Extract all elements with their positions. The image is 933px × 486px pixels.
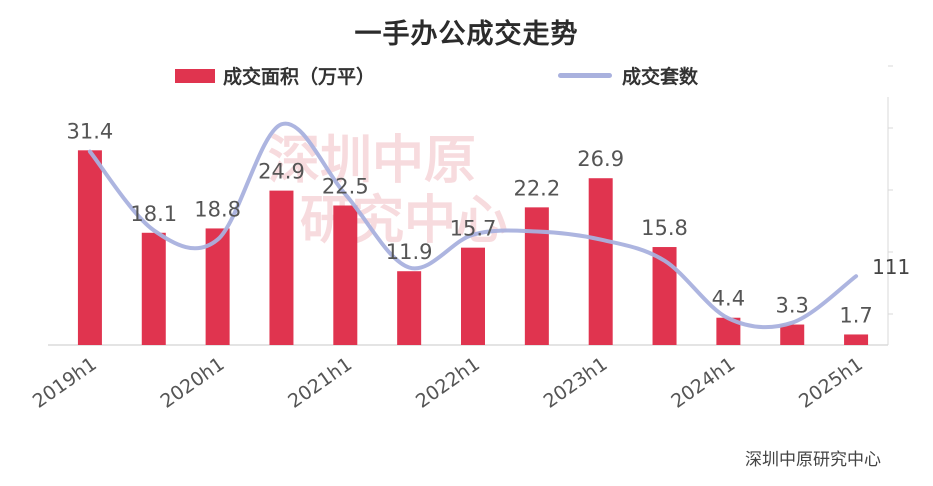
bar-2025h1 xyxy=(844,334,869,345)
line-end-label: 111 xyxy=(872,255,910,279)
data-label-2022h2: 22.2 xyxy=(513,176,560,200)
bar-2022h2 xyxy=(524,207,549,345)
bar-2019h1 xyxy=(77,150,102,345)
chart-title: 一手办公成交走势 xyxy=(354,19,579,50)
bar-2020h2 xyxy=(269,190,294,345)
data-label-2020h1: 18.8 xyxy=(194,197,241,221)
legend-item-units: 成交套数 xyxy=(558,62,698,89)
data-label-2021h2: 11.9 xyxy=(386,240,433,264)
bar-2019h2 xyxy=(141,232,166,345)
source-credit: 深圳中原研究中心 xyxy=(745,450,881,470)
bar-2024h2 xyxy=(780,324,805,345)
legend-label-area: 成交面积（万平） xyxy=(223,66,376,88)
bar-2023h2 xyxy=(652,247,677,345)
legend-label-units: 成交套数 xyxy=(622,66,699,88)
x-tick-2024h1: 2024h1 xyxy=(667,353,739,413)
x-tick-2020h1: 2020h1 xyxy=(156,353,228,413)
x-tick-2022h1: 2022h1 xyxy=(412,353,484,413)
data-label-2023h1: 26.9 xyxy=(577,147,624,171)
data-label-2024h2: 3.3 xyxy=(776,294,809,318)
watermark-line-1: 深圳中原 xyxy=(268,131,476,191)
data-label-2025h1: 1.7 xyxy=(839,303,872,327)
x-tick-2025h1: 2025h1 xyxy=(795,353,867,413)
data-label-2023h2: 15.8 xyxy=(641,216,688,240)
legend-line-swatch xyxy=(558,73,612,78)
x-tick-2023h1: 2023h1 xyxy=(540,353,612,413)
data-label-2022h1: 15.7 xyxy=(450,217,497,241)
bar-2021h2 xyxy=(397,271,422,345)
x-tick-2021h1: 2021h1 xyxy=(284,353,356,413)
line-series-units xyxy=(87,121,859,330)
legend-bar-swatch xyxy=(175,68,215,83)
data-label-2021h1: 22.5 xyxy=(322,175,369,199)
data-label-2020h2: 24.9 xyxy=(258,160,305,184)
data-label-2024h1: 4.4 xyxy=(712,287,745,311)
bar-2020h1 xyxy=(205,228,230,345)
legend: 成交面积（万平） 成交套数 xyxy=(0,62,933,92)
data-label-2019h2: 18.1 xyxy=(130,202,177,226)
legend-item-area: 成交面积（万平） xyxy=(175,62,375,89)
data-label-2019h1: 31.4 xyxy=(67,119,114,143)
bar-2022h1 xyxy=(461,247,485,345)
bar-2021h1 xyxy=(333,205,358,345)
x-tick-2019h1: 2019h1 xyxy=(29,353,101,413)
bar-2023h1 xyxy=(588,178,613,345)
